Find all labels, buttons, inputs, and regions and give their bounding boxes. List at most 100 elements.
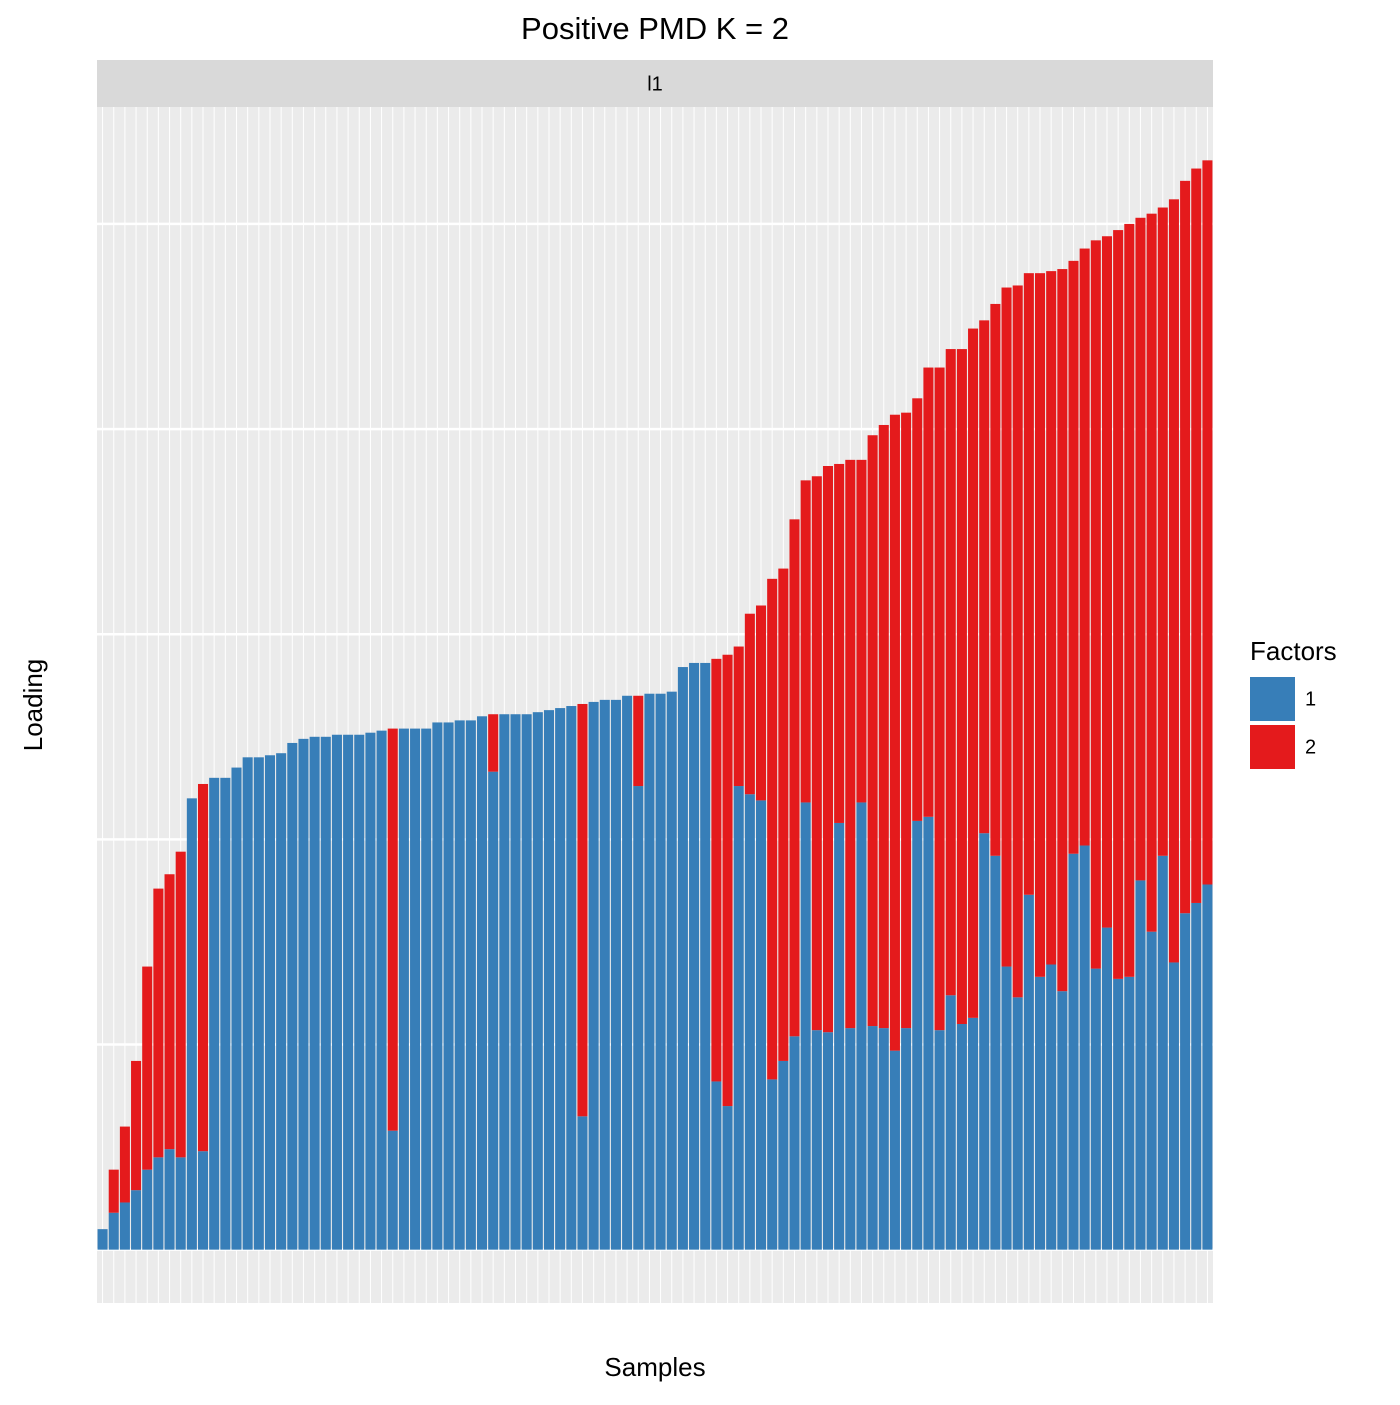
bar-segment xyxy=(923,816,934,1250)
bar-segment xyxy=(376,730,387,1250)
bar-segment xyxy=(767,578,778,1080)
y-axis-title: Loading xyxy=(18,659,48,752)
bar-segment xyxy=(1124,976,1135,1250)
bar-segment xyxy=(1090,968,1101,1250)
bar-segment xyxy=(934,367,945,1031)
bar-segment xyxy=(845,459,856,1029)
bar-segment xyxy=(476,716,488,1250)
bar-segment xyxy=(131,1190,142,1250)
bar-segment xyxy=(119,1126,130,1203)
bar-segment xyxy=(220,777,231,1250)
bar-segment xyxy=(343,734,354,1250)
bar-segment xyxy=(1113,978,1124,1250)
bar-segment xyxy=(1001,287,1012,967)
bar-segment xyxy=(856,802,867,1250)
bar-segment xyxy=(633,786,644,1250)
bar-segment xyxy=(197,783,209,1152)
bar-segment xyxy=(711,658,722,1082)
bar-segment xyxy=(677,667,688,1250)
bar-segment xyxy=(856,459,867,803)
bar-segment xyxy=(242,757,253,1250)
bar-segment xyxy=(410,728,421,1250)
legend-label: 2 xyxy=(1305,736,1316,758)
bar-segment xyxy=(1146,213,1157,932)
bar-segment xyxy=(354,734,365,1250)
bar-segment xyxy=(912,398,923,821)
bar-segment xyxy=(1046,964,1057,1250)
bar-segment xyxy=(644,693,655,1250)
bar-segment xyxy=(755,800,767,1250)
bar-segment xyxy=(945,349,956,996)
legend-key xyxy=(1250,725,1295,769)
bar-segment xyxy=(1146,931,1157,1250)
bar-segment xyxy=(968,1017,979,1250)
bar-segment xyxy=(1001,966,1012,1250)
bar-segment xyxy=(108,1212,119,1250)
bar-segment xyxy=(990,303,1001,856)
bar-segment xyxy=(1101,927,1113,1250)
x-axis-title: Samples xyxy=(604,1352,705,1382)
bar-segment xyxy=(934,1030,945,1250)
bar-segment xyxy=(711,1081,722,1250)
bar-segment xyxy=(666,691,677,1250)
bar-segment xyxy=(867,435,878,1027)
bar-segment xyxy=(990,855,1001,1250)
bar-segment xyxy=(253,757,264,1250)
bar-segment xyxy=(153,888,164,1158)
bar-segment xyxy=(577,1116,588,1250)
bar-segment xyxy=(1079,248,1090,846)
bar-segment xyxy=(387,728,398,1131)
bar-segment xyxy=(142,1169,153,1250)
bar-segment xyxy=(142,966,153,1170)
panel-label: l1 xyxy=(647,73,663,95)
bar-segment xyxy=(432,722,443,1250)
bar-segment xyxy=(822,1032,834,1250)
bar-segment xyxy=(588,701,599,1250)
bar-segment xyxy=(320,736,331,1250)
bar-segment xyxy=(209,777,220,1250)
bar-segment xyxy=(633,695,644,787)
bar-segment xyxy=(1157,207,1168,856)
bar-segment xyxy=(1046,271,1057,965)
bar-segment xyxy=(175,851,186,1158)
bar-segment xyxy=(778,1060,789,1250)
bar-segment xyxy=(733,646,744,787)
bar-segment xyxy=(298,738,309,1250)
bar-segment xyxy=(264,755,276,1250)
bar-segment xyxy=(744,613,755,795)
bar-segment xyxy=(889,1050,900,1250)
legend-label: 1 xyxy=(1305,688,1316,710)
bar-segment xyxy=(700,662,711,1250)
bar-segment xyxy=(956,1024,967,1250)
bar-segment xyxy=(878,1028,889,1250)
bar-segment xyxy=(1191,168,1202,903)
bar-segment xyxy=(722,654,733,1107)
bar-segment xyxy=(755,605,767,801)
bar-segment xyxy=(186,798,197,1250)
bar-segment xyxy=(555,708,566,1250)
bar-segment xyxy=(1057,269,1068,992)
bar-segment xyxy=(1113,230,1124,979)
bar-segment xyxy=(1168,962,1179,1250)
bar-segment xyxy=(119,1202,130,1250)
bar-segment xyxy=(1191,902,1202,1250)
bar-segment xyxy=(1135,880,1146,1250)
bar-segment xyxy=(1124,223,1135,977)
bar-segment xyxy=(164,1149,175,1250)
bar-segment xyxy=(845,1028,856,1250)
bar-segment xyxy=(1034,273,1046,977)
bar-segment xyxy=(767,1079,778,1250)
bar-segment xyxy=(1023,894,1034,1250)
bar-segment xyxy=(789,519,800,1037)
bar-segment xyxy=(309,736,320,1250)
bar-segment xyxy=(465,720,476,1250)
bar-segment xyxy=(1057,991,1068,1250)
bar-segment xyxy=(1034,976,1046,1250)
bar-segment xyxy=(1135,217,1146,881)
bar-segment xyxy=(945,995,956,1250)
bar-segment xyxy=(1101,236,1113,928)
bar-segment xyxy=(822,466,834,1033)
bar-segment xyxy=(543,710,555,1250)
bar-segment xyxy=(1068,260,1079,854)
